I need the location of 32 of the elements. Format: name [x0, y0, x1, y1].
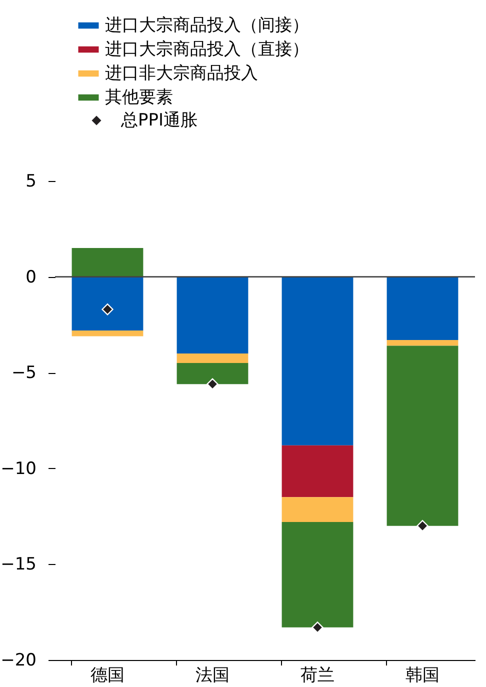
point — [416, 520, 428, 532]
legend-label: 其他要素 — [105, 88, 173, 108]
bar — [176, 353, 248, 364]
y-tick-label: 0 — [26, 267, 36, 288]
legend-label: 进口非大宗商品投入 — [105, 64, 258, 84]
y-tick-label: −10 — [0, 458, 36, 479]
bar — [282, 497, 354, 522]
x-tick-label: 法国 — [196, 666, 230, 686]
bar — [282, 276, 354, 446]
x-tick-label: 德国 — [90, 666, 124, 686]
y-tick-label: −20 — [0, 650, 36, 670]
point — [102, 304, 114, 316]
bar — [282, 522, 354, 628]
bar — [176, 363, 248, 384]
x-tick-label: 韩国 — [406, 666, 440, 686]
bar — [386, 340, 458, 346]
bar — [282, 445, 354, 498]
bar — [386, 346, 458, 526]
point — [206, 378, 218, 390]
bar — [72, 330, 144, 336]
legend-label: 进口大宗商品投入（直接） — [105, 40, 309, 60]
y-tick-label: −5 — [11, 363, 36, 384]
legend-label: 总PPI通胀 — [120, 110, 198, 130]
legend-label: 进口大宗商品投入（间接） — [105, 16, 309, 36]
bar — [72, 276, 144, 330]
x-tick-label: 荷兰 — [300, 666, 334, 686]
bar — [72, 248, 144, 277]
y-tick-label: −15 — [0, 554, 36, 575]
bar — [386, 276, 458, 340]
bar — [176, 276, 248, 354]
point — [312, 622, 324, 634]
y-tick-label: 5 — [26, 172, 36, 192]
